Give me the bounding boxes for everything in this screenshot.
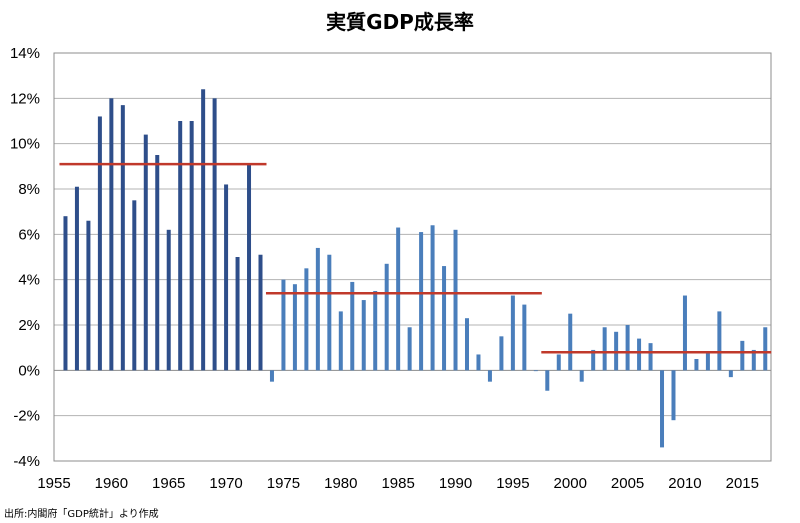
bar bbox=[407, 327, 412, 371]
bar bbox=[361, 300, 366, 371]
bar bbox=[281, 279, 286, 371]
bar bbox=[522, 304, 527, 371]
bar bbox=[705, 352, 710, 371]
bar bbox=[86, 220, 91, 371]
bar bbox=[201, 89, 206, 371]
bar bbox=[143, 134, 148, 371]
bar bbox=[235, 257, 240, 371]
y-tick-label: 8% bbox=[18, 181, 40, 198]
x-tick-label: 1995 bbox=[496, 475, 529, 492]
source-note: 出所:内閣府「GDP統計」より作成 bbox=[4, 509, 159, 520]
bar bbox=[97, 116, 102, 371]
bar bbox=[419, 232, 424, 371]
bar bbox=[327, 254, 332, 371]
bar bbox=[660, 370, 665, 448]
bar bbox=[728, 370, 733, 378]
bar bbox=[74, 186, 79, 371]
bar bbox=[579, 370, 584, 382]
bar bbox=[602, 327, 607, 371]
bar bbox=[224, 184, 229, 371]
bar bbox=[648, 343, 653, 371]
bar bbox=[545, 370, 550, 391]
bar bbox=[717, 311, 722, 371]
x-tick-label: 1970 bbox=[209, 475, 242, 492]
bar bbox=[453, 229, 458, 371]
bar bbox=[166, 229, 171, 371]
bar bbox=[384, 263, 389, 371]
bar bbox=[625, 325, 630, 371]
bar bbox=[350, 281, 355, 371]
bar bbox=[269, 370, 274, 382]
chart-title: 実質GDP成長率 bbox=[326, 10, 474, 34]
bar bbox=[499, 336, 504, 371]
y-tick-label: 4% bbox=[18, 272, 40, 289]
bar bbox=[568, 313, 573, 371]
y-tick-label: 10% bbox=[10, 136, 40, 153]
bar bbox=[120, 105, 125, 371]
bar bbox=[315, 247, 320, 371]
bar bbox=[396, 227, 401, 371]
bar bbox=[442, 266, 447, 371]
y-tick-label: 12% bbox=[10, 90, 40, 107]
bar bbox=[178, 121, 183, 371]
bar bbox=[464, 318, 469, 371]
x-tick-label: 2015 bbox=[726, 475, 759, 492]
y-tick-label: 14% bbox=[10, 45, 40, 62]
x-tick-label: 1965 bbox=[152, 475, 185, 492]
bar bbox=[258, 254, 263, 371]
y-tick-label: 0% bbox=[18, 362, 40, 379]
bar bbox=[476, 354, 481, 371]
bar bbox=[556, 354, 561, 371]
y-tick-label: -2% bbox=[13, 408, 40, 425]
bar bbox=[132, 200, 137, 371]
bar bbox=[682, 295, 687, 371]
bar bbox=[155, 155, 160, 371]
bar bbox=[591, 349, 596, 371]
bar bbox=[63, 216, 68, 371]
bar bbox=[338, 311, 343, 371]
average-lines bbox=[59, 162, 772, 354]
gridlines bbox=[53, 52, 772, 462]
bar bbox=[189, 121, 194, 371]
bar bbox=[487, 370, 492, 382]
bar bbox=[510, 295, 515, 371]
x-tick-label: 1980 bbox=[324, 475, 357, 492]
bar bbox=[671, 370, 676, 421]
y-tick-label: -4% bbox=[13, 453, 40, 470]
plot-frame bbox=[53, 52, 772, 462]
bar bbox=[430, 225, 435, 371]
x-tick-label: 1990 bbox=[439, 475, 472, 492]
bar bbox=[751, 349, 756, 371]
x-tick-label: 2005 bbox=[611, 475, 644, 492]
y-axis-ticks: -4% -2% 0% 2% 4% 6% 8% 10% 12% 14% bbox=[10, 45, 40, 470]
x-axis-ticks: 1955 1960 1965 1970 1975 1980 1985 1990 1995 2000… bbox=[37, 475, 759, 492]
bar bbox=[533, 370, 538, 372]
bar bbox=[740, 340, 745, 371]
bar bbox=[373, 291, 378, 371]
bar bbox=[637, 338, 642, 371]
bar bbox=[763, 327, 768, 371]
y-tick-label: 2% bbox=[18, 317, 40, 334]
bar bbox=[694, 359, 699, 371]
x-tick-label: 1975 bbox=[267, 475, 300, 492]
bar bbox=[247, 164, 252, 371]
x-tick-label: 2000 bbox=[554, 475, 587, 492]
x-tick-label: 1960 bbox=[95, 475, 128, 492]
x-tick-label: 1985 bbox=[381, 475, 414, 492]
bar bbox=[109, 98, 114, 371]
bar bbox=[212, 98, 217, 371]
x-tick-label: 2010 bbox=[668, 475, 701, 492]
y-tick-label: 6% bbox=[18, 226, 40, 243]
bar bbox=[304, 268, 309, 371]
bar bbox=[292, 284, 297, 371]
x-tick-label: 1955 bbox=[37, 475, 70, 492]
